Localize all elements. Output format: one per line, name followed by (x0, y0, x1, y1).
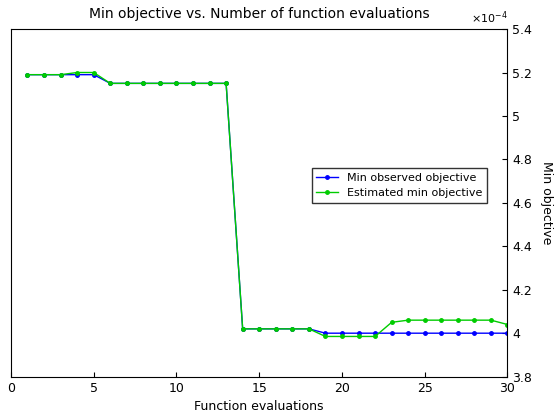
Estimated min objective (504, 322, 511, 327)
Estimated min objective (488, 318, 494, 323)
Min observed objective (157, 81, 164, 86)
Min observed objective (438, 331, 445, 336)
Estimated min objective (405, 318, 412, 323)
Y-axis label: Min objective: Min objective (540, 161, 553, 244)
Estimated min objective (90, 70, 97, 75)
Estimated min objective (272, 326, 279, 331)
Estimated min objective (239, 326, 246, 331)
Text: $\times10^{-4}$: $\times10^{-4}$ (471, 9, 507, 26)
Min observed objective (455, 331, 461, 336)
Min observed objective (206, 81, 213, 86)
Min observed objective (239, 326, 246, 331)
Estimated min objective (57, 72, 64, 77)
Min observed objective (339, 331, 346, 336)
Estimated min objective (306, 326, 312, 331)
Estimated min objective (123, 81, 130, 86)
Min observed objective (90, 72, 97, 77)
Title: Min objective vs. Number of function evaluations: Min objective vs. Number of function eva… (89, 7, 430, 21)
Min observed objective (24, 72, 31, 77)
Min observed objective (272, 326, 279, 331)
Estimated min objective (206, 81, 213, 86)
Min observed objective (190, 81, 197, 86)
Estimated min objective (455, 318, 461, 323)
Min observed objective (173, 81, 180, 86)
Min observed objective (256, 326, 263, 331)
Estimated min objective (41, 72, 48, 77)
Estimated min objective (471, 318, 478, 323)
Estimated min objective (190, 81, 197, 86)
Min observed objective (488, 331, 494, 336)
Min observed objective (74, 72, 81, 77)
Min observed objective (123, 81, 130, 86)
Estimated min objective (322, 334, 329, 339)
Min observed objective (57, 72, 64, 77)
Estimated min objective (157, 81, 164, 86)
X-axis label: Function evaluations: Function evaluations (194, 400, 324, 413)
Estimated min objective (438, 318, 445, 323)
Estimated min objective (107, 81, 114, 86)
Estimated min objective (388, 320, 395, 325)
Estimated min objective (24, 72, 31, 77)
Min observed objective (405, 331, 412, 336)
Estimated min objective (421, 318, 428, 323)
Estimated min objective (140, 81, 147, 86)
Min observed objective (107, 81, 114, 86)
Line: Estimated min objective: Estimated min objective (24, 69, 511, 340)
Estimated min objective (339, 334, 346, 339)
Estimated min objective (173, 81, 180, 86)
Estimated min objective (74, 70, 81, 75)
Min observed objective (504, 331, 511, 336)
Min observed objective (306, 326, 312, 331)
Min observed objective (322, 331, 329, 336)
Estimated min objective (355, 334, 362, 339)
Estimated min objective (289, 326, 296, 331)
Estimated min objective (256, 326, 263, 331)
Min observed objective (223, 81, 230, 86)
Min observed objective (289, 326, 296, 331)
Legend: Min observed objective, Estimated min objective: Min observed objective, Estimated min ob… (312, 168, 487, 203)
Estimated min objective (372, 334, 379, 339)
Min observed objective (372, 331, 379, 336)
Min observed objective (421, 331, 428, 336)
Min observed objective (471, 331, 478, 336)
Estimated min objective (223, 81, 230, 86)
Min observed objective (388, 331, 395, 336)
Line: Min observed objective: Min observed objective (24, 71, 511, 337)
Min observed objective (140, 81, 147, 86)
Min observed objective (41, 72, 48, 77)
Min observed objective (355, 331, 362, 336)
